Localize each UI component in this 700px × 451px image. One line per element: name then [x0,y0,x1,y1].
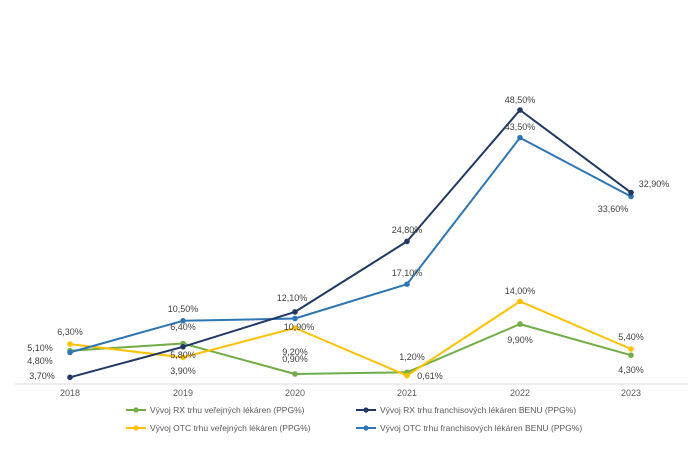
x-tick-label: 2019 [173,388,193,398]
data-label: 10,90% [284,322,315,332]
data-label: 12,10% [277,293,308,303]
data-label: 24,80% [392,225,423,235]
data-label: 5,10% [27,343,53,353]
x-tick-labels: 2018 2019 2020 2021 2022 2023 [60,388,641,398]
data-label: 3,70% [29,371,55,381]
data-label: 43,50% [505,122,536,132]
data-point [180,354,186,361]
data-point [404,238,410,245]
data-label: 17,10% [392,268,423,278]
data-point [404,281,410,288]
series-line-0 [69,323,632,375]
data-label: 5,40% [618,332,644,342]
data-point [292,371,298,377]
x-tick-label: 2023 [621,388,641,398]
data-point [292,315,298,322]
legend-marker [363,425,369,431]
data-label: 0,61% [417,371,443,381]
legend-marker [363,407,369,413]
data-point [67,341,73,347]
x-tick-label: 2021 [397,388,417,398]
series-line-1 [69,109,632,379]
data-label: 1,20% [399,352,425,362]
data-point [628,189,634,196]
data-point [292,325,298,331]
series-line-2 [69,300,632,377]
data-point [628,193,634,200]
data-label: 48,50% [505,95,536,105]
legend: Vývoj RX trhu veřejných lékáren (PPG%) Vý… [126,405,582,433]
data-point [628,352,634,359]
data-label: 33,60% [598,204,629,214]
data-labels-layer: 5,10% 6,40% 0,90% 1,20% 9,90% 4,30% 3,70% 5,80%… [27,95,669,381]
series-line-3 [69,136,632,354]
data-point [67,374,73,381]
data-label: 9,20% [282,347,308,357]
x-tick-label: 2022 [510,388,530,398]
data-label: 6,30% [57,327,83,337]
data-point [517,321,523,327]
legend-marker [133,407,139,413]
data-point [517,134,523,141]
data-point [180,318,186,324]
data-label: 10,50% [168,304,199,314]
legend-entry: Vývoj OTC trhu franchisových lékáren BEN… [380,423,582,433]
data-point [517,107,523,113]
data-label: 9,90% [507,335,533,345]
data-point [67,349,73,356]
data-label: 3,90% [170,366,196,376]
data-label: 0,90% [282,354,308,364]
data-label: 4,80% [27,356,53,366]
legend-entry: Vývoj OTC trhu veřejných lékáren (PPG%) [150,423,311,433]
x-tick-label: 2018 [60,388,80,398]
legend-entry: Vývoj RX trhu veřejných lékáren (PPG%) [150,405,305,415]
data-point [628,346,634,352]
data-label: 5,80% [170,350,196,360]
legend-entry: Vývoj RX trhu franchisových lékáren BENU… [380,405,576,415]
data-point [180,344,186,350]
data-label: 6,40% [170,322,196,332]
series-layer [67,107,634,381]
data-point [517,298,523,305]
data-point [404,372,410,379]
data-label: 32,90% [639,179,670,189]
data-label: 4,30% [618,365,644,375]
data-point [292,309,298,315]
x-tick-label: 2020 [285,388,305,398]
data-label: 14,00% [505,286,536,296]
legend-marker [133,425,139,431]
